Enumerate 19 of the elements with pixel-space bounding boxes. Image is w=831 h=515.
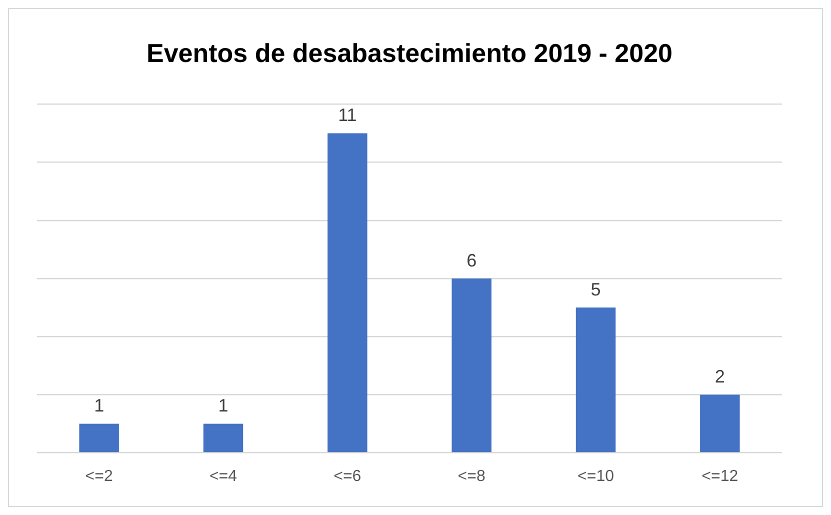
data-label: 11 [338, 105, 357, 126]
data-label: 1 [94, 396, 104, 416]
x-tick-label: <=10 [578, 468, 614, 485]
x-tick-label: <=8 [458, 468, 486, 485]
bar [452, 278, 492, 452]
bar [203, 424, 244, 452]
data-label: 1 [218, 396, 228, 416]
bar [79, 424, 119, 452]
data-label: 5 [590, 280, 601, 300]
bar [328, 133, 368, 452]
data-label: 2 [714, 366, 725, 387]
x-tick-label: <=6 [334, 468, 362, 485]
chart-title: Eventos de desabastecimiento 2019 - 2020 [146, 38, 673, 68]
bar [576, 308, 616, 452]
data-label: 6 [466, 250, 477, 270]
bar [700, 394, 740, 452]
x-tick-label: <=4 [209, 468, 238, 485]
x-tick-label: <=12 [702, 468, 738, 485]
x-tick-label: <=2 [85, 468, 113, 485]
